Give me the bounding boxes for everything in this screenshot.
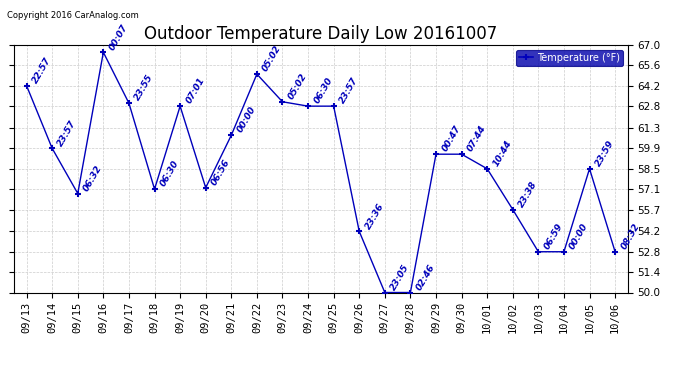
Text: 00:07: 00:07 — [108, 22, 130, 51]
Text: 00:47: 00:47 — [440, 124, 462, 153]
Title: Outdoor Temperature Daily Low 20161007: Outdoor Temperature Daily Low 20161007 — [144, 26, 497, 44]
Text: 08:32: 08:32 — [619, 222, 642, 251]
Text: 10:44: 10:44 — [491, 139, 513, 168]
Text: 23:05: 23:05 — [389, 262, 411, 292]
Text: 02:46: 02:46 — [415, 262, 437, 292]
Text: 22:57: 22:57 — [31, 56, 53, 85]
Text: 06:56: 06:56 — [210, 158, 232, 187]
Text: 23:57: 23:57 — [338, 76, 360, 105]
Text: 00:00: 00:00 — [568, 222, 590, 251]
Text: 23:57: 23:57 — [57, 118, 79, 148]
Text: 06:30: 06:30 — [312, 76, 335, 105]
Text: 06:30: 06:30 — [159, 159, 181, 188]
Text: 23:59: 23:59 — [593, 139, 615, 168]
Text: 06:32: 06:32 — [82, 164, 104, 193]
Text: 06:59: 06:59 — [542, 222, 564, 251]
Text: Copyright 2016 CarAnalog.com: Copyright 2016 CarAnalog.com — [7, 11, 139, 20]
Text: 07:01: 07:01 — [184, 76, 206, 105]
Text: 23:55: 23:55 — [133, 73, 155, 102]
Text: 23:36: 23:36 — [364, 201, 386, 231]
Text: 00:00: 00:00 — [235, 105, 257, 135]
Text: 05:02: 05:02 — [286, 72, 308, 101]
Text: 05:02: 05:02 — [261, 44, 283, 74]
Legend: Temperature (°F): Temperature (°F) — [515, 50, 623, 66]
Text: 23:38: 23:38 — [517, 180, 539, 209]
Text: 07:44: 07:44 — [466, 124, 488, 153]
